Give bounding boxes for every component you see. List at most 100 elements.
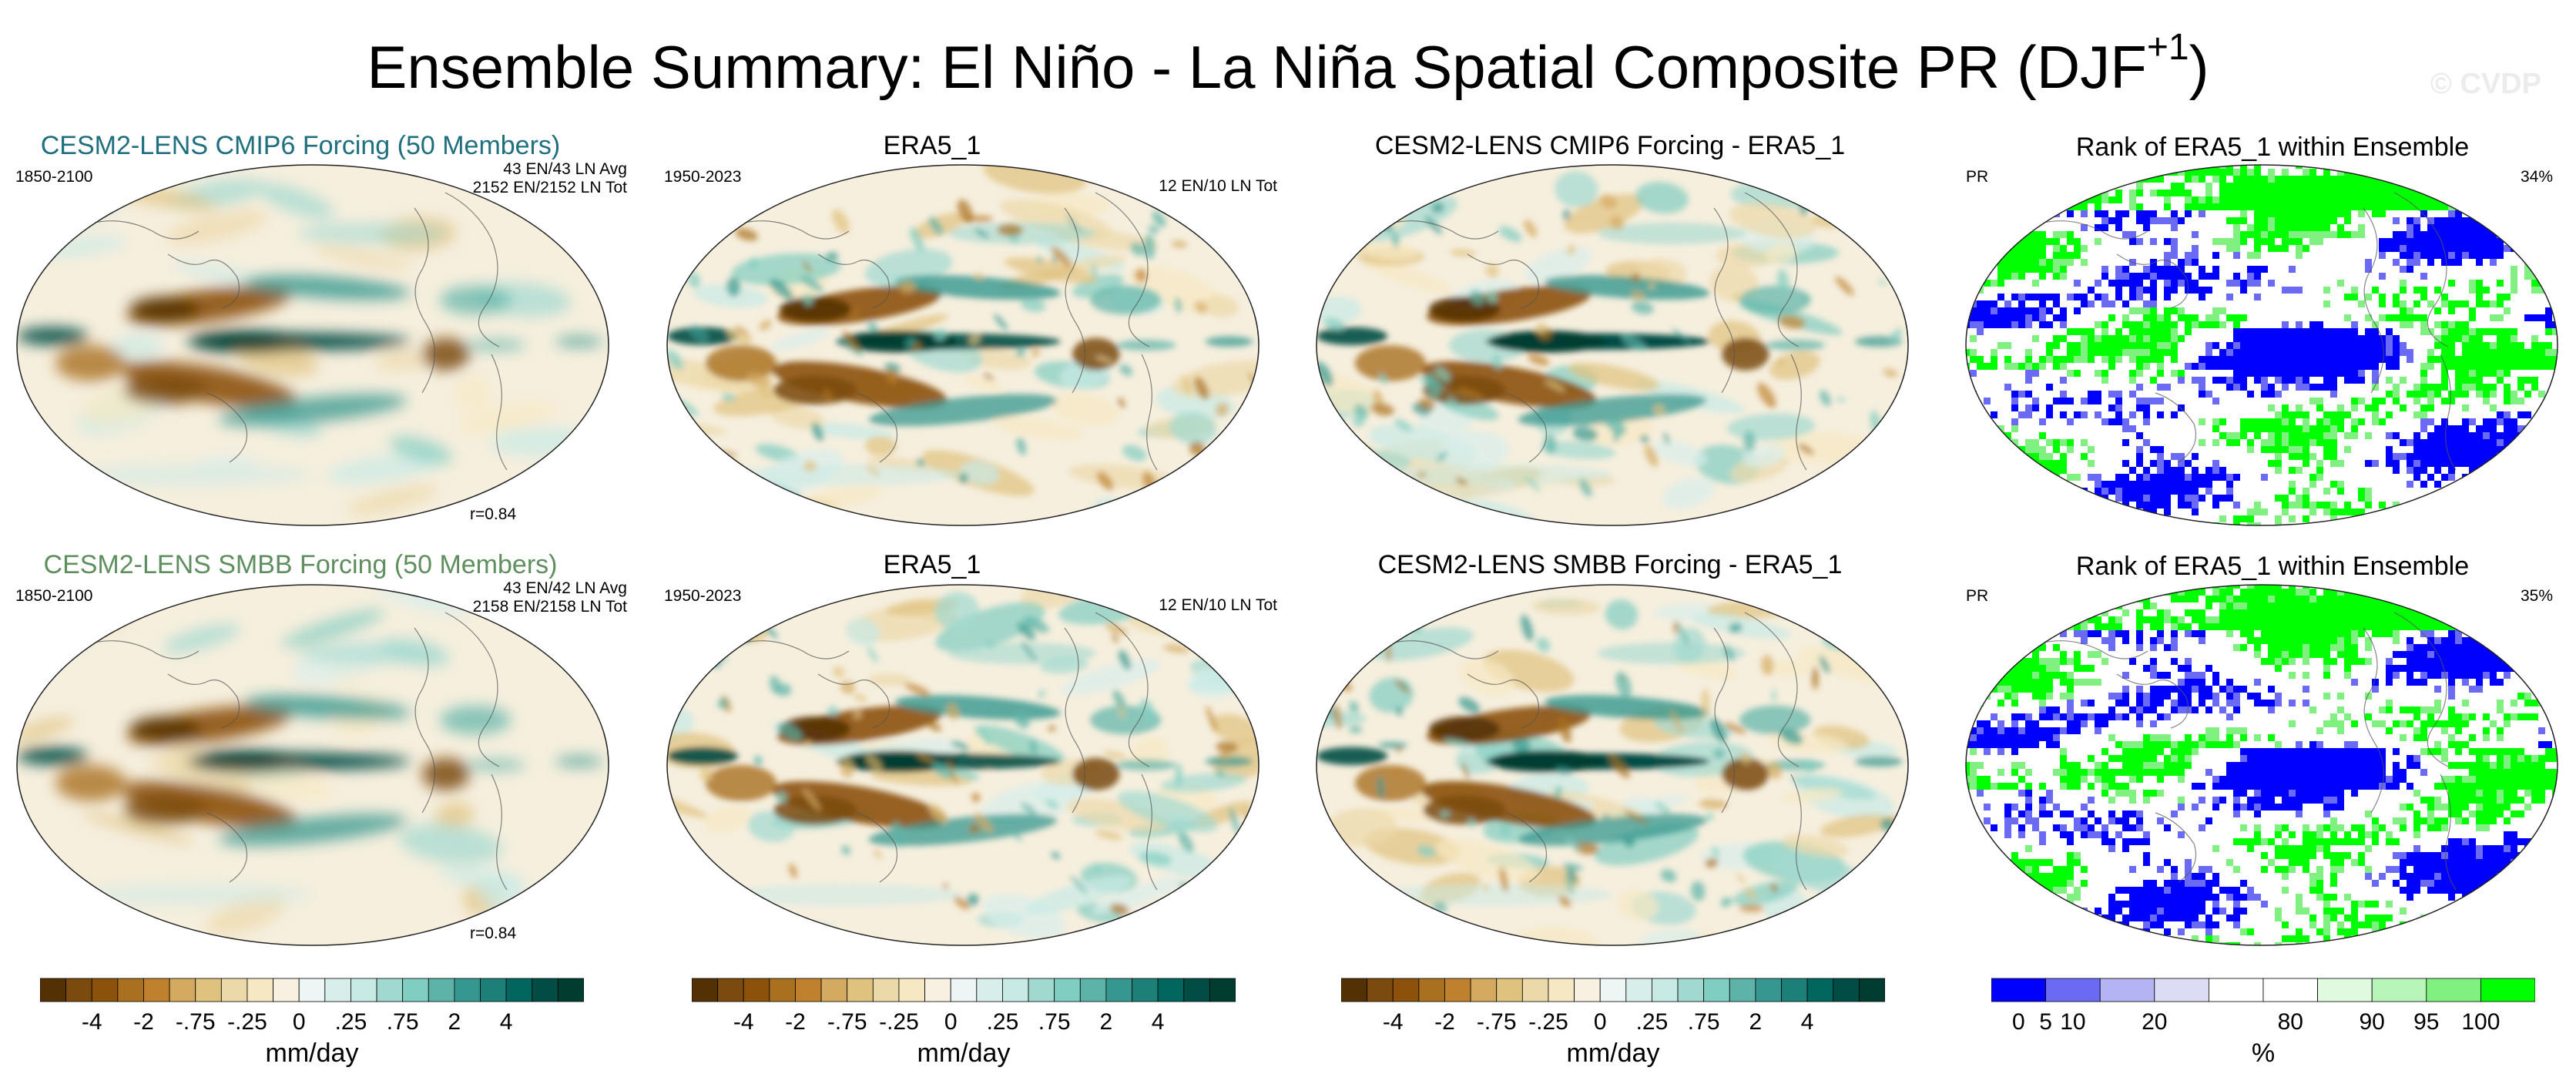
map-diff-row1 (1316, 164, 1909, 526)
panel-title-diff-row1: CESM2-LENS CMIP6 Forcing - ERA5_1 (1374, 131, 1846, 160)
colorbar-precip-tick-label-6: .75 (1688, 1009, 1720, 1035)
colorbar-precip-swatch-8 (898, 978, 925, 1002)
colorbar-precip-tick-label-8: 4 (1152, 1009, 1165, 1035)
coastline-1 (444, 612, 500, 767)
colorbar-precip-swatch-0 (692, 978, 719, 1002)
panel-events-tot-row1: 2152 EN/2152 LN Tot (472, 179, 627, 196)
colorbar-precip-swatch-14 (402, 978, 429, 1002)
colorbar-rank-tick-label-3: 20 (2142, 1009, 2167, 1035)
colorbar-precip-tick-label-8: 4 (500, 1009, 513, 1035)
panel-var-rank-row2: PR (1966, 587, 1989, 605)
colorbar-precip-swatch-12 (1652, 978, 1679, 1002)
panel-years-ensemble-row1: 1850-2100 (15, 168, 93, 186)
coastline-2 (2116, 253, 2189, 309)
coastline-5 (740, 640, 850, 659)
coastline-2 (1467, 673, 1540, 729)
colorbar-precip-swatch-4 (143, 978, 170, 1002)
coastline-4 (1790, 354, 1807, 471)
panel-events-avg-row1: 43 EN/43 LN Avg (503, 160, 627, 178)
colorbar-precip-swatch-14 (1054, 978, 1081, 1002)
colorbar-precip-tick-label-0: -4 (733, 1009, 754, 1035)
colorbar-precip-tick-label-2: -.75 (176, 1009, 216, 1035)
colorbar-rank-swatch-1 (2045, 978, 2101, 1002)
coastline-5 (740, 220, 850, 240)
coastline-1 (444, 192, 500, 347)
coastline-4 (2440, 354, 2457, 471)
figure-title-text: Ensemble Summary: El Niño - La Niña Spat… (367, 33, 2147, 101)
colorbar-rank-swatch-7 (2371, 978, 2427, 1002)
colorbar-precip-tick-label-2: -.75 (1477, 1009, 1517, 1035)
coastline-4 (1790, 774, 1807, 891)
map-rank-row2 (1965, 584, 2558, 946)
figure-title-superscript: +1 (2146, 27, 2189, 68)
coastline-5 (2039, 220, 2148, 240)
colorbar-precip-swatch-17 (1132, 978, 1159, 1002)
colorbar-precip-tick-label-0: -4 (1383, 1009, 1404, 1035)
colorbar-precip-swatch-2 (91, 978, 119, 1002)
coastline-4 (491, 354, 508, 471)
colorbar-precip-swatch-16 (1105, 978, 1132, 1002)
colorbar-rank-unit: % (2252, 1039, 2275, 1068)
colorbar-precip-swatch-18 (505, 978, 533, 1002)
coastline-5 (1390, 220, 1499, 240)
panel-years-obs-row2: 1950-2023 (664, 587, 742, 605)
colorbar-rank-tick-label-1: 5 (2039, 1009, 2052, 1035)
coastline-3 (1505, 812, 1548, 883)
colorbar-precip-swatch-6 (1496, 978, 1523, 1002)
map-rank-row1 (1965, 164, 2558, 526)
colorbar-precip-swatch-9 (273, 978, 300, 1002)
coastline-0 (1064, 627, 1085, 814)
colorbar-precip-tick-label-5: .25 (1636, 1009, 1669, 1035)
colorbar-precip-tick-label-4: 0 (293, 1009, 306, 1035)
coastline-1 (2393, 192, 2449, 347)
colorbar-precip-swatch-18 (1806, 978, 1834, 1002)
colorbar-rank: 0 5 10 20 80 90 95 100% (1991, 978, 2535, 1068)
coastline-0 (1713, 627, 1735, 814)
colorbar-precip-swatch-9 (1574, 978, 1601, 1002)
colorbar-precip-swatch-3 (769, 978, 796, 1002)
colorbar-precip-swatch-1 (65, 978, 92, 1002)
coastline-1 (1095, 612, 1150, 767)
panel-title-obs-row1: ERA5_1 (883, 131, 981, 160)
colorbar-precip-tick-label-1: -2 (785, 1009, 806, 1035)
colorbar-precip-swatch-10 (950, 978, 978, 1002)
colorbar-precip-swatch-18 (1157, 978, 1185, 1002)
colorbar-precip-swatch-14 (1703, 978, 1730, 1002)
colorbar-precip-swatch-16 (454, 978, 481, 1002)
colorbar-rank-tick-label-4: 80 (2278, 1009, 2303, 1035)
map-ensemble-row2 (16, 584, 609, 946)
colorbar-rank-swatch-8 (2426, 978, 2481, 1002)
colorbar-precip-swatch-4 (795, 978, 822, 1002)
pattern-correlation-row2: r=0.84 (470, 925, 517, 942)
coastline-3 (206, 392, 248, 463)
coastline-1 (1744, 192, 1800, 347)
panel-years-ensemble-row2: 1850-2100 (15, 587, 93, 605)
colorbar-precip-swatch-19 (1183, 978, 1210, 1002)
colorbar-rank-tick-label-6: 95 (2413, 1009, 2439, 1035)
coastline-3 (2155, 812, 2197, 883)
map-ensemble-row1 (16, 164, 609, 526)
colorbar-precip-swatch-1 (717, 978, 744, 1002)
pattern-correlation-row1: r=0.84 (470, 505, 517, 523)
colorbar-precip-tick-label-8: 4 (1801, 1009, 1814, 1035)
colorbar-precip-tick-label-7: 2 (448, 1009, 461, 1035)
colorbar-precip-swatch-7 (1521, 978, 1549, 1002)
coastline-0 (1064, 207, 1085, 394)
colorbar-precip-tick-label-5: .25 (335, 1009, 367, 1035)
coastline-5 (1390, 640, 1499, 659)
colorbar-rank-swatch-2 (2099, 978, 2155, 1002)
colorbar-precip-swatch-16 (1755, 978, 1782, 1002)
colorbar-precip-swatch-5 (1470, 978, 1498, 1002)
colorbar-precip-swatch-13 (1677, 978, 1705, 1002)
colorbar-precip-swatch-19 (1833, 978, 1860, 1002)
colorbar-precip-swatch-0 (40, 978, 67, 1002)
colorbar-precip-tick-label-3: -.25 (1528, 1009, 1568, 1035)
colorbar-precip-tick-label-1: -2 (1434, 1009, 1455, 1035)
colorbar-precip-tick-label-6: .75 (1038, 1009, 1071, 1035)
colorbar-precip-tick-label-1: -2 (133, 1009, 154, 1035)
colorbar-precip-unit: mm/day (1567, 1039, 1660, 1068)
colorbar-precip-swatch-17 (1781, 978, 1808, 1002)
colorbar-precip-unit: mm/day (917, 1039, 1011, 1068)
panel-title-ensemble-row2: CESM2-LENS SMBB Forcing (50 Members) (43, 550, 558, 579)
colorbar-precip-swatch-15 (1729, 978, 1756, 1002)
